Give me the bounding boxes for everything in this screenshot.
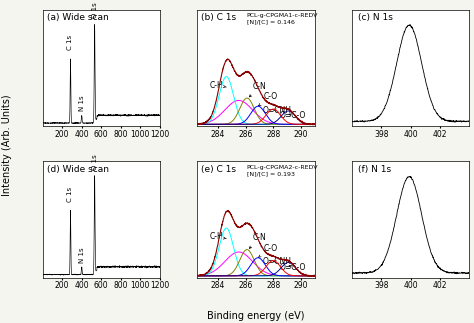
Text: C-H: C-H	[210, 232, 226, 241]
Text: N 1s: N 1s	[79, 96, 85, 111]
Text: O 1s: O 1s	[91, 154, 98, 170]
Text: C 1s: C 1s	[67, 187, 73, 202]
Text: O=CNH: O=CNH	[262, 106, 291, 115]
Text: (b) C 1s: (b) C 1s	[201, 13, 236, 22]
Text: (d) Wide scan: (d) Wide scan	[47, 165, 109, 174]
Text: N 1s: N 1s	[79, 247, 85, 263]
Text: Intensity (Arb. Units): Intensity (Arb. Units)	[2, 95, 12, 196]
Text: O=C-O: O=C-O	[280, 263, 307, 272]
Text: Binding energy (eV): Binding energy (eV)	[207, 311, 305, 321]
Text: PCL-g-CPGMA2-c-REDV
[N]/[C] = 0.193: PCL-g-CPGMA2-c-REDV [N]/[C] = 0.193	[246, 165, 318, 176]
Text: (e) C 1s: (e) C 1s	[201, 165, 236, 174]
Text: (a) Wide scan: (a) Wide scan	[47, 13, 109, 22]
Text: O 1s: O 1s	[91, 2, 98, 18]
Text: O=C-O: O=C-O	[280, 111, 307, 120]
Text: C-N: C-N	[249, 233, 266, 248]
Text: (f) N 1s: (f) N 1s	[358, 165, 391, 174]
Text: C-O: C-O	[258, 244, 278, 257]
Text: C-O: C-O	[258, 92, 278, 106]
Text: C-N: C-N	[249, 82, 266, 97]
Text: O=CNH: O=CNH	[262, 257, 291, 266]
Text: C-H: C-H	[210, 81, 226, 90]
Text: PCL-g-CPGMA1-c-REDV
[N]/[C] = 0.146: PCL-g-CPGMA1-c-REDV [N]/[C] = 0.146	[246, 13, 318, 25]
Text: (c) N 1s: (c) N 1s	[358, 13, 393, 22]
Text: C 1s: C 1s	[67, 35, 73, 50]
